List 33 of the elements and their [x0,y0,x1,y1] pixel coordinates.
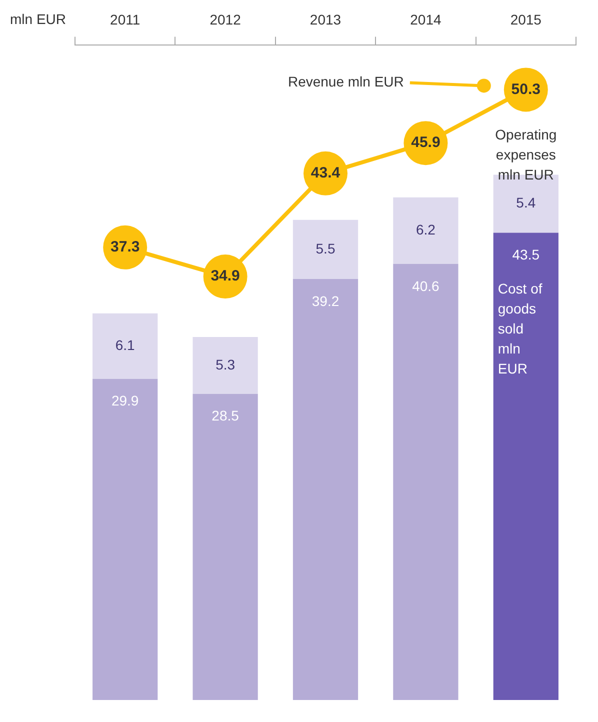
bar [92,313,158,379]
data-label: 45.9 [411,134,440,152]
data-label: 6.2 [416,221,436,238]
x-tick-label: 2011 [110,11,140,28]
bar [393,264,458,700]
text: Revenue mln EUR [288,74,404,90]
data-label: 6.1 [115,336,136,353]
bar [192,394,258,700]
bar [393,197,458,264]
series-label: Operating expenses mln EUR [495,126,557,183]
bar [493,232,558,700]
data-label: 28.5 [212,408,240,424]
data-label: 5.5 [316,240,336,256]
x-tick-label: 2015 [510,11,542,28]
data-label: 50.3 [511,80,540,98]
data-label: 5.4 [516,194,536,211]
x-tick-label: 2013 [310,11,342,28]
x-tick-label: 2012 [210,11,242,28]
bar [92,378,158,700]
data-label: 5.3 [216,356,236,372]
data-label: 29.9 [111,392,139,409]
bar [292,220,358,279]
data-label: 34.9 [210,268,240,285]
x-tick-label: 2014 [410,11,442,28]
y-axis-title: mln EUR [10,10,66,27]
data-label: 43.5 [512,246,540,263]
bar [192,336,258,394]
data-label: 37.3 [110,238,140,256]
bar [292,278,358,700]
series-label: Cost of goods sold mln EUR [498,280,542,377]
data-label: 43.4 [310,164,341,182]
data-label: 39.2 [312,292,340,309]
data-label: 40.6 [412,278,440,294]
